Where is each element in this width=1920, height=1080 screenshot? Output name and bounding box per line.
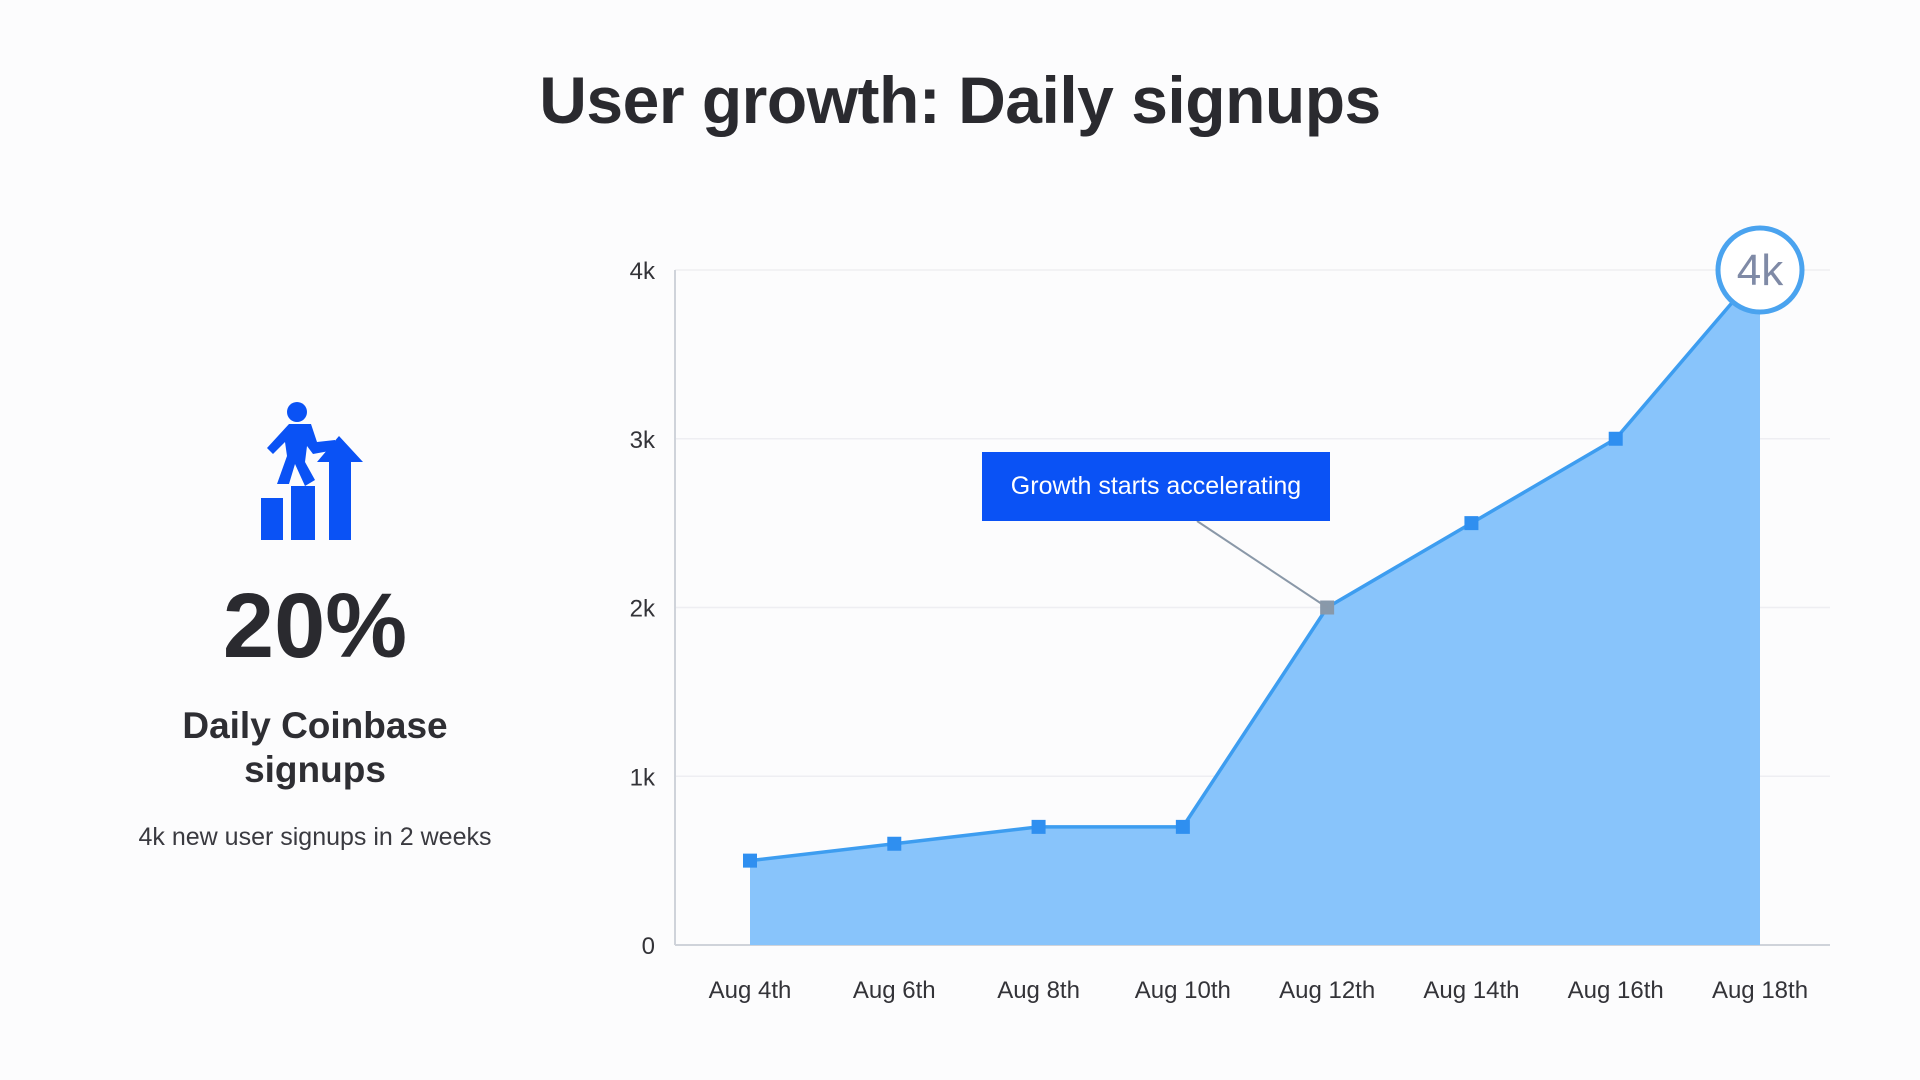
data-point [1175, 819, 1190, 834]
x-tick-label: Aug 6th [853, 977, 936, 1004]
x-tick-label: Aug 10th [1135, 977, 1231, 1004]
data-point [743, 853, 757, 868]
kpi-label: Daily Coinbase signups [182, 705, 448, 791]
y-tick-label: 4k [630, 258, 656, 285]
kpi-panel: 20% Daily Coinbase signups 4k new user s… [80, 400, 550, 852]
x-tick-label: Aug 16th [1568, 977, 1664, 1004]
y-tick-label: 3k [630, 427, 656, 454]
annotations: 4k [1196, 225, 1805, 609]
area-layer [749, 268, 1762, 945]
y-axis-tick-labels: 0 1k 2k 3k 4k [630, 258, 656, 960]
y-tick-label: 1k [630, 764, 656, 791]
x-tick-label: Aug 8th [997, 977, 1080, 1004]
person-climbing-growth-chart-icon [261, 402, 363, 540]
x-tick-label: Aug 14th [1423, 977, 1519, 1004]
x-tick-label: Aug 4th [709, 977, 792, 1004]
data-point [887, 836, 902, 851]
series-line [749, 268, 1762, 863]
annotation-growth-box: Growth starts accelerating [982, 452, 1330, 521]
peak-label: 4k [1737, 246, 1784, 295]
data-point [1464, 516, 1479, 531]
markers [743, 263, 1767, 868]
peak-circle [1715, 225, 1805, 315]
kpi-subtext: 4k new user signups in 2 weeks [138, 822, 492, 851]
y-tick-label: 0 [642, 933, 655, 960]
data-point [1031, 819, 1046, 834]
x-axis-tick-labels: Aug 4th Aug 6th Aug 8th Aug 10th Aug 12th Aug… [709, 977, 1808, 1004]
data-point [1608, 431, 1623, 446]
y-tick-label: 2k [630, 596, 656, 623]
area-fill [750, 270, 1760, 945]
kpi-value: 20% [222, 575, 408, 677]
x-tick-label: Aug 12th [1279, 977, 1375, 1004]
x-tick-label: Aug 18th [1712, 977, 1808, 1004]
annotation-leader-line [1196, 520, 1328, 609]
page-title: User growth: Daily signups [539, 63, 1381, 137]
